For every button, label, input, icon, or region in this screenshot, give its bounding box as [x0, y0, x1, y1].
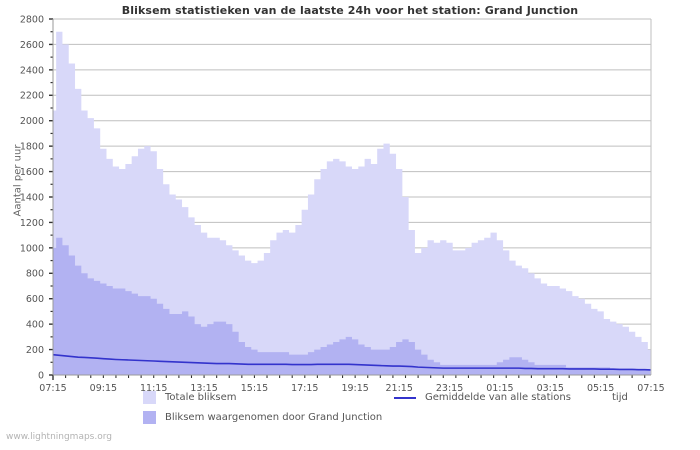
svg-text:2800: 2800 [20, 14, 44, 25]
svg-text:07:15: 07:15 [39, 383, 66, 394]
svg-text:19:15: 19:15 [341, 383, 368, 394]
svg-text:23:15: 23:15 [436, 383, 463, 394]
legend-item-average[interactable]: Gemiddelde van alle stations [394, 392, 571, 403]
average-line-series [52, 353, 652, 371]
svg-text:600: 600 [26, 294, 44, 305]
svg-text:11:15: 11:15 [140, 383, 167, 394]
area-series-group [53, 31, 651, 376]
svg-text:03:15: 03:15 [537, 383, 564, 394]
svg-text:400: 400 [26, 320, 44, 331]
svg-text:1200: 1200 [20, 218, 44, 229]
legend-item-total[interactable]: Totale bliksem [143, 391, 236, 404]
svg-text:15:15: 15:15 [241, 383, 268, 394]
svg-text:17:15: 17:15 [291, 383, 318, 394]
legend-swatch-station [143, 411, 156, 424]
y-axis-ticks: 0 200 400 600 800 1000 1200 1400 1600 1800 2000 220… [20, 14, 53, 381]
svg-text:1000: 1000 [20, 243, 44, 254]
svg-text:2400: 2400 [20, 65, 44, 76]
plot-frame [52, 18, 652, 376]
legend-swatch-total [143, 391, 156, 404]
legend-line-average [394, 396, 416, 399]
x-axis-ticks: 07:15 09:15 11:15 13:15 15:15 17:15 19:15 21:15… [39, 375, 665, 394]
svg-text:09:15: 09:15 [90, 383, 117, 394]
svg-text:2200: 2200 [20, 91, 44, 102]
svg-text:1400: 1400 [20, 192, 44, 203]
svg-text:05:15: 05:15 [587, 383, 614, 394]
legend-label-station: Bliksem waargenomen door Grand Junction [165, 412, 383, 423]
svg-text:21:15: 21:15 [386, 383, 413, 394]
legend-label-total: Totale bliksem [165, 392, 237, 403]
svg-text:200: 200 [26, 345, 44, 356]
svg-text:07:15: 07:15 [637, 383, 664, 394]
legend-label-average: Gemiddelde van alle stations [425, 392, 571, 403]
watermark: www.lightningmaps.org [6, 432, 112, 442]
svg-text:01:15: 01:15 [486, 383, 513, 394]
svg-text:1800: 1800 [20, 142, 44, 153]
page-title: Bliksem statistieken van de laatste 24h … [121, 4, 579, 17]
x-axis-label: tijd [612, 392, 628, 403]
legend-item-station[interactable]: Bliksem waargenomen door Grand Junction [143, 411, 382, 424]
svg-text:800: 800 [26, 269, 44, 280]
svg-text:2000: 2000 [20, 116, 44, 127]
svg-text:0: 0 [38, 370, 44, 381]
svg-text:13:15: 13:15 [190, 383, 217, 394]
svg-text:1600: 1600 [20, 167, 44, 178]
svg-text:2600: 2600 [20, 40, 44, 51]
